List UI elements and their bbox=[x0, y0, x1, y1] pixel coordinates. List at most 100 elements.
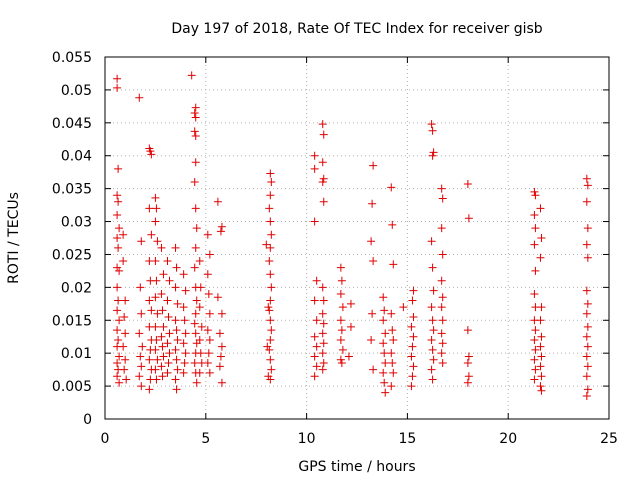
data-point bbox=[310, 151, 319, 160]
data-point bbox=[264, 372, 273, 381]
data-point bbox=[537, 332, 546, 341]
data-point bbox=[113, 234, 122, 242]
data-point bbox=[191, 243, 200, 252]
data-point bbox=[438, 194, 447, 203]
data-point bbox=[217, 222, 226, 231]
data-point bbox=[262, 240, 271, 249]
data-point bbox=[427, 336, 436, 345]
data-point bbox=[429, 148, 438, 157]
data-point bbox=[381, 359, 390, 368]
data-point bbox=[113, 74, 122, 83]
axis-ticks bbox=[104, 56, 610, 420]
data-point bbox=[217, 378, 226, 387]
data-point bbox=[172, 263, 181, 272]
data-point bbox=[427, 365, 436, 374]
data-point bbox=[114, 296, 123, 305]
data-point bbox=[181, 329, 190, 338]
data-point bbox=[438, 250, 447, 259]
data-point bbox=[113, 191, 122, 200]
data-point bbox=[318, 283, 327, 292]
data-point bbox=[172, 385, 181, 394]
y-axis-title: ROTI / TECUs bbox=[6, 192, 22, 284]
data-point bbox=[158, 372, 167, 381]
data-point bbox=[153, 355, 162, 364]
data-point bbox=[530, 336, 539, 345]
data-point bbox=[266, 270, 275, 279]
data-point bbox=[531, 326, 540, 335]
data-point bbox=[152, 276, 161, 285]
data-point bbox=[369, 161, 378, 170]
data-point bbox=[195, 368, 204, 377]
data-point bbox=[113, 326, 122, 335]
data-point bbox=[319, 197, 328, 206]
data-point bbox=[346, 299, 355, 308]
data-point bbox=[379, 339, 388, 348]
data-point bbox=[531, 365, 540, 374]
y-tick-label: 0.05 bbox=[61, 83, 92, 99]
data-point bbox=[191, 329, 200, 338]
data-point bbox=[196, 283, 205, 292]
data-point bbox=[203, 270, 212, 279]
data-point bbox=[266, 355, 275, 364]
data-point bbox=[409, 362, 418, 371]
data-point bbox=[197, 322, 206, 331]
data-point bbox=[312, 316, 321, 325]
y-tick-label: 0.02 bbox=[61, 280, 92, 296]
data-point bbox=[205, 309, 214, 318]
data-point bbox=[463, 326, 472, 335]
data-point bbox=[265, 204, 274, 213]
data-point bbox=[531, 191, 540, 200]
data-point bbox=[437, 276, 446, 285]
data-point bbox=[217, 342, 226, 351]
data-point bbox=[337, 326, 346, 335]
data-point bbox=[428, 345, 437, 354]
data-point bbox=[318, 365, 327, 374]
data-point bbox=[380, 378, 389, 387]
data-point bbox=[381, 329, 390, 338]
data-point bbox=[409, 286, 418, 295]
data-point bbox=[582, 240, 591, 249]
data-point bbox=[165, 349, 174, 358]
data-point bbox=[217, 309, 226, 318]
data-point bbox=[190, 127, 199, 136]
data-point bbox=[310, 332, 319, 341]
data-point bbox=[388, 220, 397, 229]
data-point bbox=[215, 362, 224, 371]
data-point bbox=[319, 174, 328, 183]
data-point bbox=[337, 276, 346, 285]
data-point bbox=[151, 293, 160, 302]
data-point bbox=[171, 316, 180, 325]
data-point bbox=[181, 286, 190, 295]
data-point bbox=[437, 224, 446, 233]
data-point bbox=[119, 257, 128, 266]
data-point bbox=[121, 329, 130, 338]
data-point bbox=[267, 365, 276, 374]
data-point bbox=[195, 336, 204, 345]
data-point bbox=[367, 237, 376, 246]
data-point bbox=[463, 359, 472, 368]
data-point bbox=[115, 378, 124, 387]
data-point bbox=[336, 289, 345, 298]
data-point bbox=[583, 299, 592, 308]
data-point bbox=[428, 151, 437, 160]
data-point bbox=[145, 355, 154, 364]
data-point bbox=[114, 243, 123, 252]
data-point bbox=[265, 345, 274, 354]
data-point bbox=[387, 382, 396, 391]
data-point bbox=[429, 355, 438, 364]
data-point bbox=[159, 352, 168, 361]
data-point bbox=[114, 197, 123, 206]
data-point bbox=[119, 342, 128, 351]
data-point bbox=[388, 326, 397, 335]
data-point bbox=[187, 71, 196, 80]
x-tick-label: 0 bbox=[101, 431, 110, 447]
data-point bbox=[428, 375, 437, 384]
data-point bbox=[173, 336, 182, 345]
data-point bbox=[312, 362, 321, 371]
data-point bbox=[530, 210, 539, 219]
data-point bbox=[318, 349, 327, 358]
data-point bbox=[137, 362, 146, 371]
data-point bbox=[438, 359, 447, 368]
data-point bbox=[583, 253, 592, 262]
